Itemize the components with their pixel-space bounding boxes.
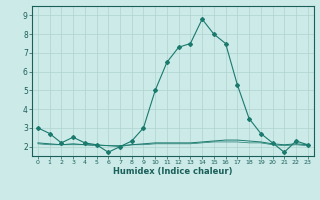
X-axis label: Humidex (Indice chaleur): Humidex (Indice chaleur) xyxy=(113,167,233,176)
